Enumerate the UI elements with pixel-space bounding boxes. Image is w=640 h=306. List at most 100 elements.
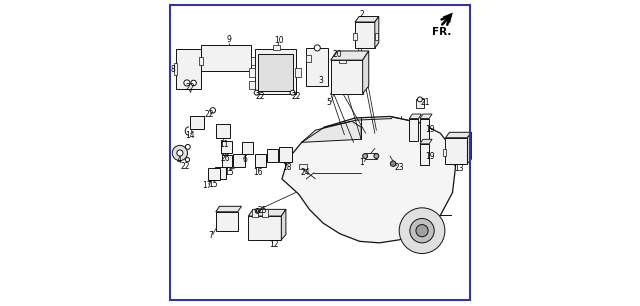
Polygon shape bbox=[445, 132, 472, 138]
Text: 19: 19 bbox=[426, 152, 435, 162]
Circle shape bbox=[374, 154, 379, 159]
Bar bbox=[262, 209, 268, 217]
Bar bbox=[295, 68, 301, 77]
Bar bbox=[221, 155, 232, 167]
Text: 9: 9 bbox=[226, 35, 231, 44]
Circle shape bbox=[191, 80, 196, 86]
Polygon shape bbox=[331, 51, 369, 60]
Bar bbox=[257, 54, 292, 91]
Bar bbox=[252, 209, 259, 217]
Bar bbox=[365, 153, 377, 159]
Polygon shape bbox=[467, 132, 472, 164]
Bar bbox=[267, 149, 278, 162]
Bar bbox=[221, 141, 232, 153]
Bar bbox=[375, 33, 378, 40]
Circle shape bbox=[290, 90, 295, 95]
Circle shape bbox=[390, 161, 396, 166]
Bar bbox=[174, 63, 177, 75]
Bar bbox=[176, 50, 201, 89]
Text: 22: 22 bbox=[256, 92, 266, 102]
Polygon shape bbox=[355, 17, 379, 22]
Text: 17: 17 bbox=[202, 181, 212, 190]
Bar bbox=[444, 149, 447, 156]
Text: 6: 6 bbox=[243, 155, 248, 164]
Polygon shape bbox=[282, 209, 286, 240]
Text: 13: 13 bbox=[454, 164, 463, 173]
Bar bbox=[242, 142, 253, 154]
Bar bbox=[216, 124, 230, 138]
Text: 10: 10 bbox=[274, 36, 284, 45]
Text: 8: 8 bbox=[170, 65, 175, 74]
Text: 22: 22 bbox=[204, 110, 214, 119]
Text: 12: 12 bbox=[269, 240, 279, 249]
Text: 11: 11 bbox=[220, 140, 228, 149]
Text: 23: 23 bbox=[395, 163, 404, 172]
Text: 16: 16 bbox=[253, 168, 262, 177]
Text: 21: 21 bbox=[420, 98, 430, 107]
Circle shape bbox=[186, 158, 189, 162]
Bar bbox=[250, 81, 255, 89]
Bar bbox=[331, 60, 363, 94]
Bar bbox=[208, 168, 220, 181]
Bar bbox=[420, 119, 429, 141]
Text: 3: 3 bbox=[319, 76, 323, 85]
Bar bbox=[215, 167, 227, 179]
Polygon shape bbox=[301, 121, 361, 142]
Bar bbox=[416, 99, 424, 108]
Circle shape bbox=[186, 144, 190, 149]
Bar bbox=[189, 117, 204, 129]
Bar bbox=[355, 22, 375, 48]
Circle shape bbox=[210, 108, 216, 113]
Text: 2: 2 bbox=[360, 10, 364, 19]
Circle shape bbox=[177, 150, 183, 156]
Circle shape bbox=[410, 218, 434, 243]
Text: 18: 18 bbox=[282, 163, 292, 172]
Text: 25: 25 bbox=[258, 206, 268, 215]
Text: 14: 14 bbox=[185, 131, 195, 140]
Circle shape bbox=[255, 208, 260, 213]
Polygon shape bbox=[248, 209, 286, 216]
Polygon shape bbox=[409, 114, 421, 119]
Text: 24: 24 bbox=[301, 168, 310, 177]
Bar bbox=[299, 164, 307, 169]
Bar bbox=[199, 57, 203, 65]
Polygon shape bbox=[216, 206, 241, 212]
Bar bbox=[353, 33, 356, 40]
Circle shape bbox=[257, 210, 259, 212]
Circle shape bbox=[416, 225, 428, 237]
Bar bbox=[445, 138, 467, 164]
Text: 19: 19 bbox=[426, 125, 435, 134]
Text: FR.: FR. bbox=[431, 27, 451, 37]
Circle shape bbox=[399, 208, 445, 254]
Polygon shape bbox=[375, 17, 379, 48]
Text: 15: 15 bbox=[208, 180, 218, 188]
Polygon shape bbox=[282, 117, 456, 243]
Circle shape bbox=[254, 90, 259, 95]
Text: 22: 22 bbox=[186, 83, 195, 92]
Bar bbox=[251, 57, 255, 65]
Text: 20: 20 bbox=[333, 50, 342, 58]
Polygon shape bbox=[363, 51, 369, 94]
Circle shape bbox=[363, 154, 367, 159]
Bar bbox=[420, 144, 429, 165]
Text: 7: 7 bbox=[208, 231, 212, 240]
Bar bbox=[248, 216, 282, 240]
Text: 4: 4 bbox=[177, 156, 182, 165]
Bar bbox=[234, 154, 245, 167]
Polygon shape bbox=[420, 114, 432, 119]
Text: 1: 1 bbox=[360, 158, 364, 167]
Text: 5: 5 bbox=[326, 98, 331, 107]
Circle shape bbox=[184, 80, 190, 86]
Bar bbox=[201, 45, 252, 71]
Bar bbox=[409, 119, 419, 141]
Bar bbox=[280, 147, 292, 162]
Text: 26: 26 bbox=[220, 154, 230, 163]
Circle shape bbox=[172, 145, 188, 161]
Bar bbox=[307, 48, 328, 86]
Bar bbox=[216, 212, 237, 231]
Text: 22: 22 bbox=[291, 92, 301, 102]
Bar bbox=[339, 60, 346, 63]
Bar bbox=[307, 55, 311, 62]
Bar bbox=[250, 68, 255, 77]
Bar bbox=[255, 154, 266, 167]
